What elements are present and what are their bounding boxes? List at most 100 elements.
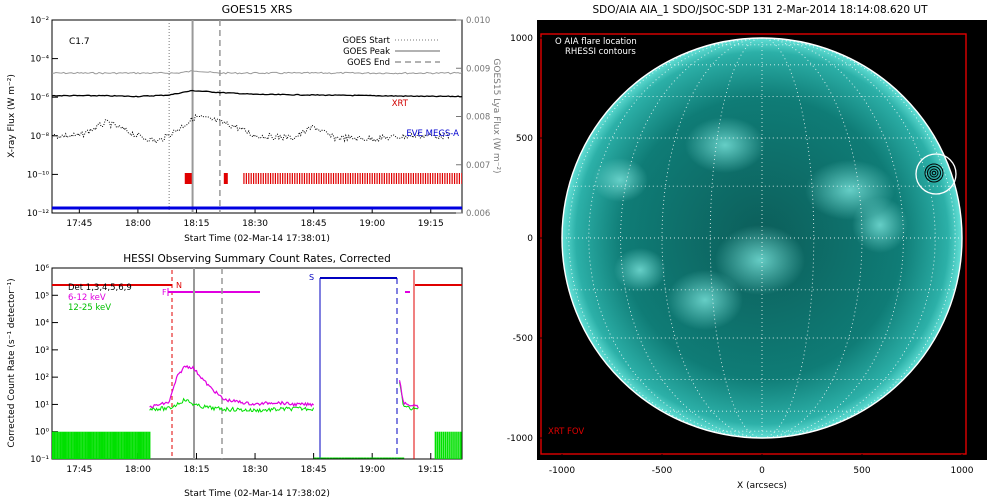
grid-longitude	[761, 38, 936, 438]
aia-title: SDO/AIA AIA_1 SDO/JSOC-SDP 131 2-Mar-201…	[592, 4, 928, 16]
xrt-coverage	[184, 173, 462, 184]
xrt-bar	[371, 173, 373, 184]
aia-legend-rhessi: RHESSI contours	[565, 47, 636, 57]
hessi-night-blocks	[52, 431, 462, 459]
xrt-bar	[284, 173, 286, 184]
goes-xtick-label: 18:45	[301, 219, 327, 229]
hessi-xtick-label: 19:15	[418, 465, 444, 475]
hessi-flag-s: S	[309, 273, 314, 282]
hessi-night-bar	[67, 431, 70, 459]
hessi-legend-12-25: 12-25 keV	[68, 303, 111, 313]
hessi-frame	[51, 267, 463, 460]
goes-frame	[51, 19, 463, 214]
xrt-bar	[364, 173, 366, 184]
hessi-night-bar	[92, 431, 95, 459]
xrt-bar	[301, 173, 303, 184]
xrt-bar	[437, 173, 439, 184]
xrt-bar	[427, 173, 429, 184]
xrt-bar	[342, 173, 344, 184]
hessi-night-bar	[53, 431, 56, 459]
hessi-night-bar	[69, 431, 71, 459]
hessi-night-bar	[117, 431, 120, 459]
xrt-bar	[388, 173, 390, 184]
hessi-night-bar	[134, 431, 137, 459]
hessi-night-bar	[80, 431, 82, 459]
xrt-bar	[279, 173, 281, 184]
hessi-night-bar	[61, 431, 63, 459]
aia-xtick-label: 500	[853, 466, 870, 476]
hessi-night-bar	[130, 431, 132, 459]
hessi-y-axis: 10⁶ 10⁵ 10⁴ 10³ 10² 10¹ 10⁰ 10⁻¹	[30, 264, 58, 465]
xrt-bar	[400, 173, 402, 184]
hessi-night-bar	[434, 431, 437, 459]
hessi-night-bar	[144, 431, 146, 459]
goes-lya-series	[52, 70, 462, 75]
xrt-bar	[378, 173, 381, 184]
hessi-legend-det: Det 1,3,4,5,6,9	[68, 283, 132, 293]
hessi-night-bar	[58, 431, 60, 459]
goes-panel: GOES15 XRS 10⁻² 10⁻⁴ 10⁻⁶ 10⁻⁸ 10⁻¹⁰ 10⁻¹² 0.…	[7, 3, 501, 244]
hessi-xtick-label: 17:45	[66, 465, 92, 475]
hessi-night-bar	[84, 431, 87, 459]
xrt-bar	[461, 173, 462, 184]
xrt-bar	[277, 173, 279, 184]
hessi-night-bar	[141, 431, 143, 459]
active-region-4	[715, 225, 805, 295]
hessi-night-bar	[87, 431, 90, 459]
hessi-xtick-label: 18:30	[242, 465, 268, 475]
xrt-bar	[395, 173, 398, 184]
xrt-bar	[243, 173, 245, 184]
active-region-3	[852, 197, 908, 253]
xrt-bar	[267, 173, 269, 184]
xrt-bar	[391, 173, 393, 184]
hessi-night-bar	[59, 431, 62, 459]
xrt-bar	[349, 173, 352, 184]
goes-ytick-label: 10⁻¹⁰	[27, 170, 50, 180]
hessi-night-bar	[438, 431, 441, 459]
hessi-flag-f: F	[162, 288, 167, 297]
hessi-night-bar	[119, 431, 121, 459]
hessi-legend-6-12: 6-12 keV	[68, 293, 106, 303]
goes-y2tick-label: 0.009	[466, 64, 490, 74]
rhessi-contour-1	[924, 163, 944, 183]
goes-y2-axis: 0.010 0.009 0.008 0.007 0.006	[456, 16, 490, 219]
hessi-ytick-label: 10²	[35, 373, 49, 383]
active-region-6	[592, 158, 648, 202]
hessi-night-bar	[101, 431, 104, 459]
xrt-bar	[269, 173, 272, 184]
xrt-bar	[453, 173, 456, 184]
goes-legend-peak: GOES Peak	[343, 47, 390, 57]
hessi-ytick-label: 10⁰	[35, 428, 50, 438]
hessi-night-bar	[108, 431, 110, 459]
hessi-night-bar	[106, 431, 109, 459]
xrt-bar	[456, 173, 458, 184]
active-region-1	[685, 117, 765, 173]
aia-xlabel: X (arcsecs)	[737, 481, 787, 491]
hessi-ytick-label: 10³	[35, 346, 49, 356]
hessi-night-bar	[147, 431, 149, 459]
rhessi-contours	[924, 163, 944, 183]
goes-ytick-label: 10⁻⁶	[30, 93, 49, 103]
hessi-panel: HESSI Observing Summary Count Rates, Cor…	[7, 253, 463, 499]
rhessi-contour-4	[931, 170, 937, 176]
hessi-night-bar	[114, 431, 117, 459]
xrt-bar	[352, 173, 354, 184]
xrt-bar	[393, 173, 395, 184]
xrt-bar	[424, 173, 427, 184]
goes-long-series	[52, 89, 462, 98]
xrt-bar	[184, 173, 192, 184]
hessi-ytick-label: 10⁻¹	[30, 455, 49, 465]
active-region-5	[667, 270, 743, 330]
xrt-bar	[318, 173, 320, 184]
hessi-night-bar	[126, 431, 129, 459]
aia-ytick-label: -500	[513, 334, 534, 344]
xrt-bar	[337, 173, 339, 184]
grid-longitude	[588, 38, 763, 438]
hessi-xtick-label: 18:15	[184, 465, 210, 475]
goes-ylabel: X-ray Flux (W m⁻²)	[7, 74, 17, 158]
xrt-bar	[286, 173, 289, 184]
hessi-xlabel: Start Time (02-Mar-14 17:38:02)	[184, 489, 330, 499]
xrt-bar	[420, 173, 422, 184]
hessi-night-bar	[86, 431, 88, 459]
